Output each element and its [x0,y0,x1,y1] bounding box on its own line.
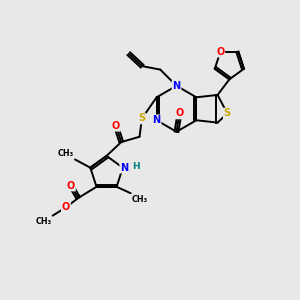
Text: N: N [120,163,128,173]
Text: O: O [62,202,70,212]
Text: N: N [172,81,181,91]
Text: S: S [138,113,146,124]
Text: O: O [112,121,120,131]
Text: O: O [175,109,184,118]
Text: CH₃: CH₃ [36,217,52,226]
Text: O: O [67,181,75,190]
Text: CH₃: CH₃ [57,149,74,158]
Text: CH₃: CH₃ [132,195,148,204]
Text: S: S [224,109,231,118]
Text: H: H [132,162,139,171]
Text: N: N [152,115,161,125]
Text: O: O [216,46,224,57]
